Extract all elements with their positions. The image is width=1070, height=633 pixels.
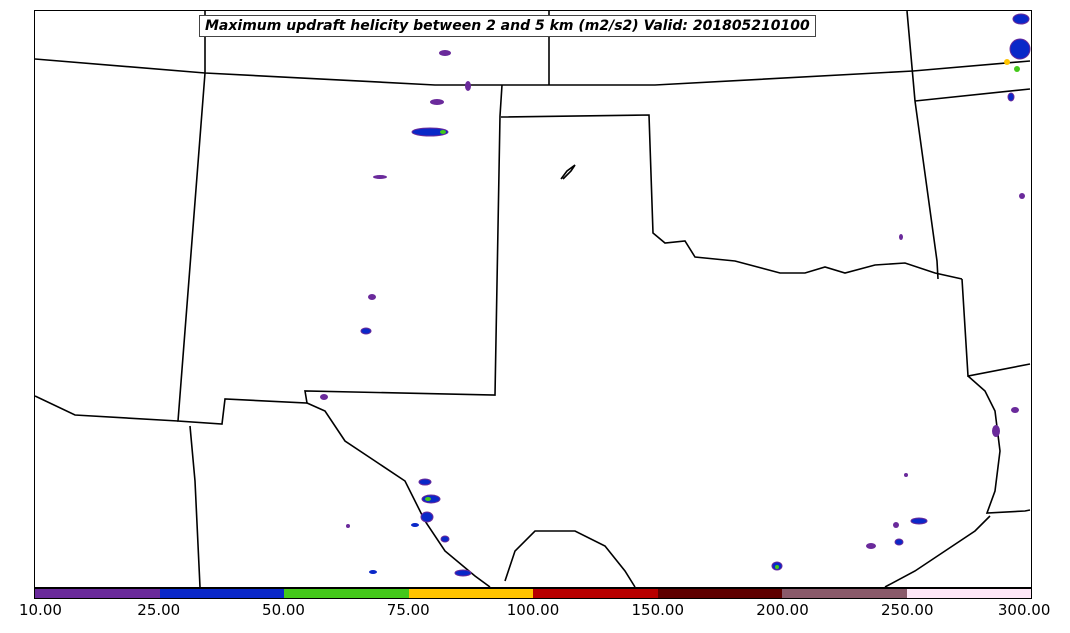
helicity-cell xyxy=(369,570,377,574)
helicity-cell xyxy=(866,543,876,549)
helicity-cells xyxy=(320,13,1031,577)
colorbar-segment xyxy=(657,589,782,598)
helicity-cell xyxy=(1011,407,1019,413)
colorbar-segment xyxy=(533,589,658,598)
colorbar-segment xyxy=(284,589,409,598)
map-svg xyxy=(35,11,1031,587)
helicity-cell xyxy=(992,425,1000,437)
helicity-cell-core xyxy=(440,130,446,134)
gulf-coast xyxy=(884,515,991,587)
helicity-cell xyxy=(368,294,376,300)
helicity-cell-core xyxy=(425,497,431,501)
border-line xyxy=(35,395,179,422)
colorbar-tick-label: 200.00 xyxy=(756,601,809,619)
helicity-cell-core xyxy=(775,565,779,569)
colorbar-tick-label: 250.00 xyxy=(881,601,934,619)
helicity-cell xyxy=(904,473,908,477)
helicity-cell xyxy=(439,50,451,56)
helicity-cell xyxy=(373,175,387,179)
helicity-cell xyxy=(893,522,899,528)
helicity-cell xyxy=(320,394,328,400)
helicity-cell xyxy=(411,127,449,137)
new-mexico-border xyxy=(177,72,503,425)
colorbar-tick-label: 300.00 xyxy=(997,601,1051,619)
colorbar xyxy=(34,588,1032,599)
helicity-cell-core xyxy=(1004,59,1010,65)
colorbar-tick-label: 100.00 xyxy=(506,601,560,619)
texas-coast xyxy=(504,530,636,587)
border-line xyxy=(914,88,1031,102)
helicity-cell xyxy=(420,511,434,523)
oklahoma-east-border xyxy=(914,100,939,280)
lake-outline xyxy=(560,164,576,180)
helicity-cell xyxy=(418,478,432,486)
kansas-north-border xyxy=(35,58,1031,86)
oklahoma-border xyxy=(500,114,963,280)
colorbar-segment xyxy=(159,589,284,598)
helicity-cell xyxy=(440,535,450,543)
helicity-cell xyxy=(465,81,471,91)
rio-grande xyxy=(306,402,491,587)
colorbar-segment xyxy=(35,589,160,598)
helicity-cell xyxy=(1012,13,1030,25)
helicity-cell xyxy=(910,517,928,525)
map-title: Maximum updraft helicity between 2 and 5… xyxy=(199,15,816,37)
colorbar-tick-label: 150.00 xyxy=(631,601,685,619)
colorbar-tick-label: 50.00 xyxy=(262,601,305,619)
state-borders xyxy=(35,11,1031,587)
colorbar-segment xyxy=(408,589,533,598)
helicity-cell xyxy=(1007,92,1015,102)
colorbar-segment xyxy=(906,589,1031,598)
helicity-cell xyxy=(411,523,419,527)
border-line xyxy=(906,11,916,102)
helicity-cell xyxy=(430,99,444,105)
helicity-cell xyxy=(1019,193,1025,199)
colorbar-segment xyxy=(782,589,907,598)
map-panel xyxy=(34,10,1032,588)
helicity-cell xyxy=(454,569,472,577)
colorbar-tick-label: 10.00 xyxy=(18,601,62,619)
helicity-cell xyxy=(346,524,350,528)
border-line xyxy=(189,425,201,587)
arkansas-border xyxy=(961,278,1031,377)
helicity-cell-core xyxy=(1014,66,1020,72)
helicity-cell xyxy=(1009,38,1031,60)
helicity-cell xyxy=(899,234,903,240)
colorbar-tick-label: 75.00 xyxy=(386,601,430,619)
louisiana-border xyxy=(967,375,1031,514)
helicity-cell xyxy=(360,327,372,335)
colorbar-tick-label: 25.00 xyxy=(137,601,181,619)
helicity-cell xyxy=(894,538,904,546)
